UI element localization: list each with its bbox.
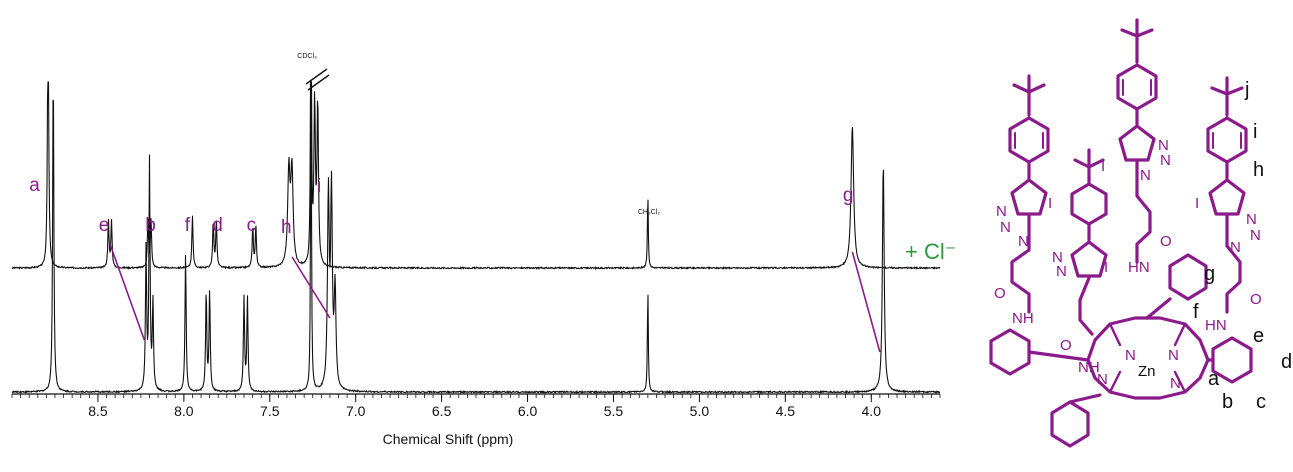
aryl-ring-right — [1211, 336, 1253, 384]
structure-proton-labels: j i h g f e d c b a — [1193, 79, 1292, 413]
proton-label-h: h — [1253, 159, 1264, 181]
x-tick-label: 5.0 — [690, 403, 710, 419]
nitrogen-label: N — [1246, 211, 1257, 228]
structure-atom-labels: I I I I N N N N N N N N N N N O O O O NH… — [994, 137, 1262, 392]
proton-label-i: i — [1253, 121, 1257, 143]
spectrum-trace-with-chloride — [11, 81, 941, 271]
solvent-label: CH₂Cl₂ — [638, 209, 660, 216]
zinc-label: Zn — [1138, 363, 1156, 380]
triazole-left — [1010, 178, 1048, 216]
nitrogen-label: N — [1160, 152, 1171, 169]
phenyl-ring-mid — [1070, 182, 1108, 226]
x-tick-label: 7.5 — [260, 403, 280, 419]
proton-label-g: g — [1204, 263, 1215, 285]
shift-connector-g — [851, 251, 881, 353]
x-tick-label: 8.0 — [174, 403, 194, 419]
peak-label-e: e — [99, 215, 110, 236]
x-tick-label: 7.0 — [346, 403, 366, 419]
tert-butyl-center — [1120, 18, 1154, 64]
pyrrole-n-label: N — [1097, 371, 1108, 388]
peak-label-c: c — [247, 215, 257, 236]
shift-connector-h — [291, 256, 331, 319]
nitrogen-label: N — [1052, 249, 1063, 266]
anion-label: + Cl⁻ — [905, 239, 956, 264]
peak-label-f: f — [185, 215, 191, 236]
proton-label-c: c — [1256, 391, 1266, 413]
triazole-mid — [1070, 240, 1108, 278]
x-tick-label: 5.5 — [604, 403, 624, 419]
iodine-label: I — [1101, 158, 1105, 175]
aryl-ring-top — [1168, 253, 1208, 301]
x-axis: 8.5 8.0 7.5 7.0 6.5 6.0 5.5 5.0 4.5 4.0 — [11, 393, 941, 419]
proton-label-f: f — [1193, 301, 1199, 323]
x-tick-label: 6.5 — [432, 403, 452, 419]
nitrogen-label: N — [1158, 137, 1169, 154]
spectra-area — [11, 79, 941, 395]
pyrrole-n-label: N — [1170, 375, 1181, 392]
pyrrole-n-label: N — [1168, 347, 1179, 364]
amide-nh-label: NH — [1012, 310, 1034, 327]
oxygen-label: O — [994, 285, 1006, 302]
amide-nh-label: HN — [1128, 259, 1150, 276]
oxygen-label: O — [1060, 337, 1072, 354]
nitrogen-label: N — [1140, 167, 1151, 184]
nitrogen-label: N — [1250, 227, 1261, 244]
proton-label-b: b — [1222, 391, 1233, 413]
nitrogen-label: N — [1056, 263, 1067, 280]
proton-label-e: e — [1253, 325, 1264, 347]
peak-label-a: a — [29, 175, 40, 196]
shift-connector-e — [109, 243, 146, 341]
oxygen-label: O — [1250, 291, 1262, 308]
proton-label-d: d — [1281, 351, 1292, 373]
peak-label-b: b — [145, 215, 156, 236]
chemical-structure — [989, 18, 1253, 448]
pyrrole-n-label: N — [1125, 347, 1136, 364]
tert-butyl-mid — [1073, 148, 1105, 184]
tert-butyl-right — [1210, 76, 1244, 117]
peak-label-h: h — [281, 217, 292, 238]
x-tick-label: 6.0 — [518, 403, 538, 419]
triazole-center — [1118, 124, 1156, 162]
aryl-ring-left — [989, 328, 1031, 376]
proton-label-a: a — [1208, 368, 1220, 390]
nitrogen-label: N — [1230, 239, 1241, 256]
peak-label-g: g — [843, 185, 854, 206]
amide-nh-label: HN — [1205, 317, 1227, 334]
peak-label-i: i — [317, 176, 321, 197]
x-axis-title: Chemical Shift (ppm) — [383, 431, 514, 447]
spectrum-trace-free — [11, 79, 941, 395]
iodine-label: I — [1048, 195, 1052, 212]
oxygen-label: O — [1160, 233, 1172, 250]
x-tick-label: 4.5 — [776, 403, 796, 419]
peak-labels: a e b f d c h i g CDCl₃ CH₂Cl₂ — [29, 53, 881, 353]
nitrogen-label: N — [996, 203, 1007, 220]
solvent-label: CDCl₃ — [297, 53, 317, 60]
peak-label-d: d — [212, 215, 223, 236]
aryl-ring-bottom — [1050, 400, 1090, 448]
tert-butyl-left — [1012, 74, 1046, 117]
iodine-label: I — [1195, 195, 1199, 212]
proton-label-j: j — [1244, 79, 1249, 101]
amide-nh-label: NH — [1078, 359, 1100, 376]
axis-break-mark — [305, 68, 330, 91]
porphyrin-core — [1027, 297, 1215, 404]
nitrogen-label: N — [1000, 219, 1011, 236]
x-tick-label: 8.5 — [88, 403, 108, 419]
x-tick-label: 4.0 — [862, 403, 882, 419]
nitrogen-label: N — [1018, 233, 1029, 250]
triazole-right — [1208, 178, 1246, 216]
iodine-label: I — [1104, 259, 1108, 276]
